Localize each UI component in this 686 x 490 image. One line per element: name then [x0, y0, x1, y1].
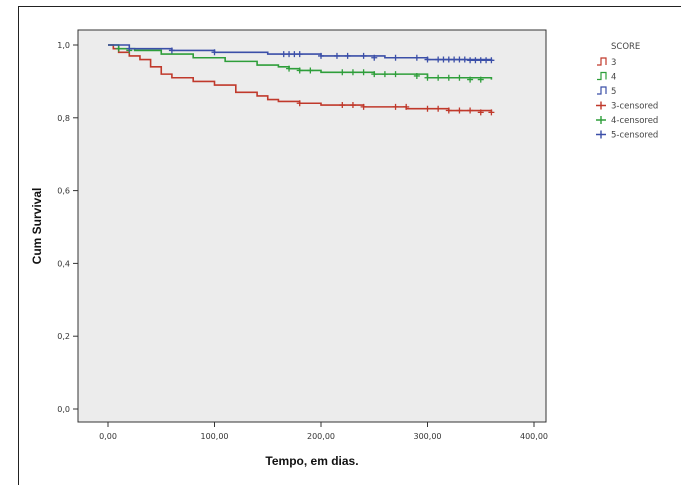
series-3-censor-mark-0 [296, 100, 303, 107]
series-layer [108, 44, 495, 116]
series-3-censor-mark-6 [424, 105, 431, 112]
series-5-censor-mark-5 [291, 51, 298, 58]
series-4-censor-mark-3 [296, 67, 303, 74]
series-3-censor-mark-1 [339, 102, 346, 109]
series-3-censor-mark-10 [467, 107, 474, 114]
series-5-censor-mark-16 [440, 56, 447, 63]
series-3-censor-mark-8 [445, 107, 452, 114]
series-5-censor-mark-19 [456, 56, 463, 63]
legend-swatch-3 [596, 101, 606, 110]
series-3-censor-mark-12 [488, 109, 495, 116]
series-4-censor-mark-4 [307, 67, 314, 74]
series-3-censor-mark-9 [456, 107, 463, 114]
y-tick-label-3: 0,6 [57, 187, 70, 196]
x-tick-label-4: 400,00 [520, 432, 548, 441]
legend-label-1: 4 [611, 73, 616, 83]
legend-swatch-1 [597, 71, 607, 81]
series-5-censor-mark-10 [360, 52, 367, 59]
series-5-censor-mark-3 [280, 51, 287, 58]
y-tick-label-4: 0,8 [57, 114, 70, 123]
axis-layer: 0,00 100,00 200,00 300,00 400,00 0,0 0,2 0,4 0,6… [57, 41, 548, 441]
y-axis-label: Cum Survival [30, 188, 44, 265]
legend-swatch-2 [597, 86, 607, 95]
series-5-censor-mark-6 [296, 51, 303, 58]
series-5-censor-mark-22 [472, 57, 479, 64]
series-4-censor-mark-11 [413, 72, 420, 79]
series-4-censor-mark-2 [286, 65, 293, 72]
series-4-censor-mark-15 [456, 74, 463, 81]
series-5-censor-mark-8 [333, 52, 340, 59]
series-4-censor-mark-9 [381, 71, 388, 78]
series-5-censor-mark-15 [435, 56, 442, 63]
x-tick-label-0: 0,00 [99, 432, 117, 441]
series-5-censor-mark-1 [168, 47, 175, 54]
series-3-censor-mark-5 [403, 103, 410, 110]
series-5-censor-mark-0 [126, 45, 133, 52]
series-4-censor-mark-10 [392, 71, 399, 78]
series-4-censor-mark-14 [445, 74, 452, 81]
legend-label-2: 5 [611, 87, 616, 97]
legend-label-4: 4-censored [611, 116, 658, 126]
x-tick-label-1: 100,00 [201, 432, 229, 441]
x-tick-label-3: 300,00 [414, 432, 442, 441]
series-5-censor-mark-2 [211, 49, 218, 56]
series-4-censor-mark-0 [115, 45, 122, 52]
series-5-censor-mark-18 [451, 56, 458, 63]
legend-label-3: 3-censored [611, 102, 658, 112]
series-4-censor-mark-13 [435, 74, 442, 81]
legend-title: SCORE [611, 42, 640, 52]
series-5-censor-mark-25 [488, 57, 495, 64]
series-5-censor-mark-4 [286, 51, 293, 58]
series-5-censor-mark-20 [461, 56, 468, 63]
series-4-censor-mark-12 [424, 74, 431, 81]
legend-swatch-0 [597, 57, 607, 66]
series-3-censor-mark-7 [435, 105, 442, 112]
series-5-censor-mark-7 [318, 52, 324, 59]
x-tick-label-2: 200,00 [307, 432, 335, 441]
series-4-censor-mark-6 [349, 69, 356, 76]
series-4-censor-mark-5 [339, 69, 346, 76]
legend-label-0: 3 [611, 58, 616, 68]
series-4-censor-mark-8 [371, 71, 378, 78]
series-5-censor-mark-12 [392, 54, 399, 61]
series-3-censor-mark-4 [392, 103, 399, 110]
series-5-censor-mark-9 [344, 52, 351, 59]
legend-label-5: 5-censored [611, 131, 658, 141]
series-3-censor-mark-2 [349, 102, 356, 109]
figure-frame [18, 6, 681, 485]
series-4-censor-mark-7 [360, 69, 367, 76]
series-5-censor-mark-14 [424, 56, 431, 63]
y-tick-label-5: 1,0 [57, 41, 70, 50]
y-tick-label-1: 0,2 [57, 332, 70, 341]
y-tick-label-0: 0,0 [57, 405, 70, 414]
series-5-censor-mark-13 [413, 54, 420, 61]
plot-area [77, 29, 547, 423]
series-5-censor-mark-24 [483, 57, 490, 64]
series-5-censor-mark-23 [477, 57, 484, 64]
legend-swatch-5 [596, 130, 606, 139]
series-3-censor-mark-11 [477, 109, 484, 116]
series-3-censor-mark-3 [360, 103, 367, 110]
legend-swatch-4 [596, 116, 606, 124]
series-5-censor-mark-21 [467, 57, 474, 64]
series-4-censor-mark-16 [467, 76, 474, 83]
y-tick-label-2: 0,4 [57, 259, 70, 268]
x-axis-label: Tempo, em dias. [265, 454, 358, 468]
series-4-censor-mark-17 [477, 76, 484, 83]
legend: SCORE 3 4 5 3-censored 4-censored 5-censored [596, 42, 658, 141]
series-5-censor-mark-17 [445, 56, 452, 63]
series-5-censor-mark-11 [371, 54, 378, 61]
